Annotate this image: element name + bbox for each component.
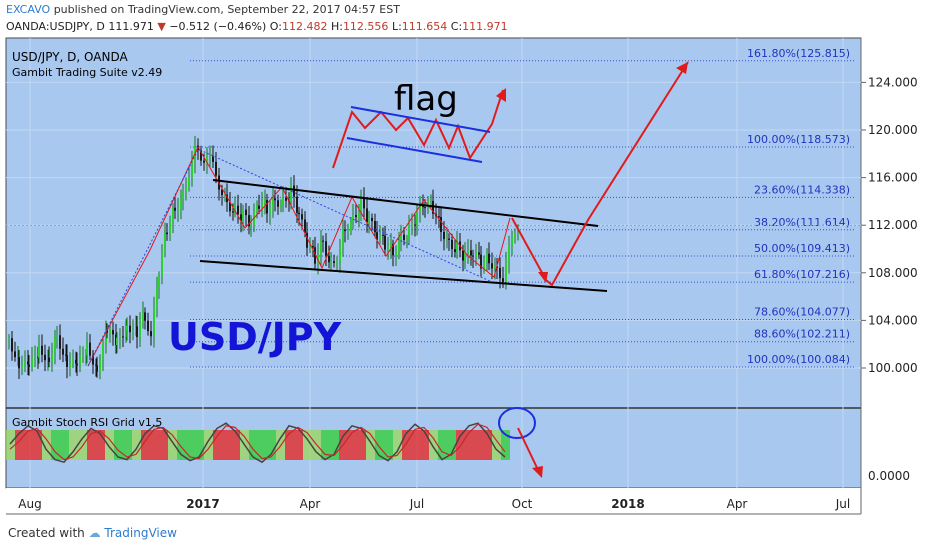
- fib-level-label: 100.00%(100.084): [747, 353, 850, 366]
- time-tick-label: Apr: [727, 497, 748, 511]
- open-label: O:: [269, 20, 282, 33]
- chart-subtitle: Gambit Trading Suite v2.49: [12, 66, 162, 79]
- drawing-annotations: [87, 61, 689, 367]
- time-tick-label: Jul: [409, 497, 424, 511]
- chart-title: USD/JPY, D, OANDA: [12, 50, 128, 64]
- last-price: 111.971: [108, 20, 154, 33]
- published-text: published on TradingView.com, September …: [53, 3, 400, 16]
- close-value: 111.971: [462, 20, 508, 33]
- price-tick-label: 124.000: [868, 75, 918, 89]
- tradingview-link[interactable]: TradingView: [104, 526, 177, 540]
- open-value: 112.482: [281, 20, 328, 33]
- fib-level-label: 88.60%(102.211): [754, 328, 850, 341]
- symbol-watermark: USD/JPY: [168, 315, 342, 359]
- fib-level-label: 38.20%(111.614): [754, 216, 850, 229]
- time-tick-label: Jul: [835, 497, 850, 511]
- high-label: H:: [330, 20, 343, 33]
- main-pane[interactable]: [5, 37, 862, 409]
- price-tick-label: 108.000: [868, 266, 918, 280]
- price-tick-label: 112.000: [868, 218, 918, 232]
- time-tick-label: Apr: [300, 497, 321, 511]
- low-value: 111.654: [401, 20, 448, 33]
- high-value: 112.556: [342, 20, 389, 33]
- fib-level-label: 50.00%(109.413): [754, 242, 850, 255]
- fib-level-label: 100.00%(118.573): [747, 133, 850, 146]
- price-tick-label: 120.000: [868, 123, 918, 137]
- created-with-text: Created with: [8, 526, 85, 540]
- symbol-label: OANDA:USDJPY, D: [6, 20, 105, 33]
- fib-level-label: 61.80%(107.216): [754, 268, 850, 281]
- stoch-rsi-lines: [6, 407, 543, 478]
- time-tick-label: Oct: [512, 497, 533, 511]
- indicator-tick-0: 0.0000: [868, 469, 910, 483]
- publish-info: EXCAVO published on TradingView.com, Sep…: [6, 3, 400, 16]
- time-axis[interactable]: [6, 488, 861, 514]
- quote-bar: OANDA:USDJPY, D 111.971 ▼ −0.512 (−0.46%…: [6, 20, 508, 33]
- fib-level-label: 78.60%(104.077): [754, 305, 850, 318]
- price-tick-labels: 124.000 120.000 116.000 112.000 108.000 104.0…: [861, 75, 918, 375]
- tradingview-logo-icon: ☁: [88, 526, 101, 540]
- fib-level-label: 23.60%(114.338): [754, 183, 850, 196]
- price-tick-label: 100.000: [868, 361, 918, 375]
- price-tick-label: 104.000: [868, 313, 918, 327]
- fib-level-label: 161.80%(125.815): [747, 47, 850, 60]
- fibonacci-levels: 161.80%(125.815) 100.00%(118.573) 23.60%(1…: [6, 47, 861, 368]
- publisher-link[interactable]: EXCAVO: [6, 3, 51, 16]
- low-label: L:: [391, 20, 402, 33]
- time-tick-labels: Aug 2017 Apr Jul Oct 2018 Apr Jul: [18, 497, 850, 511]
- down-arrow-icon: ▼: [157, 20, 166, 33]
- flag-annotation: flag: [394, 79, 458, 119]
- time-tick-label: Aug: [18, 497, 41, 511]
- price-candles: [8, 135, 519, 380]
- close-label: C:: [450, 20, 463, 33]
- time-tick-label: 2018: [611, 497, 644, 511]
- indicator-title: Gambit Stoch RSI Grid v1.5: [12, 416, 162, 429]
- price-axis[interactable]: [861, 38, 932, 488]
- time-tick-label: 2017: [186, 497, 219, 511]
- footer: Created with ☁ TradingView: [8, 526, 177, 540]
- price-change: −0.512 (−0.46%): [169, 20, 267, 33]
- price-tick-label: 116.000: [868, 171, 918, 185]
